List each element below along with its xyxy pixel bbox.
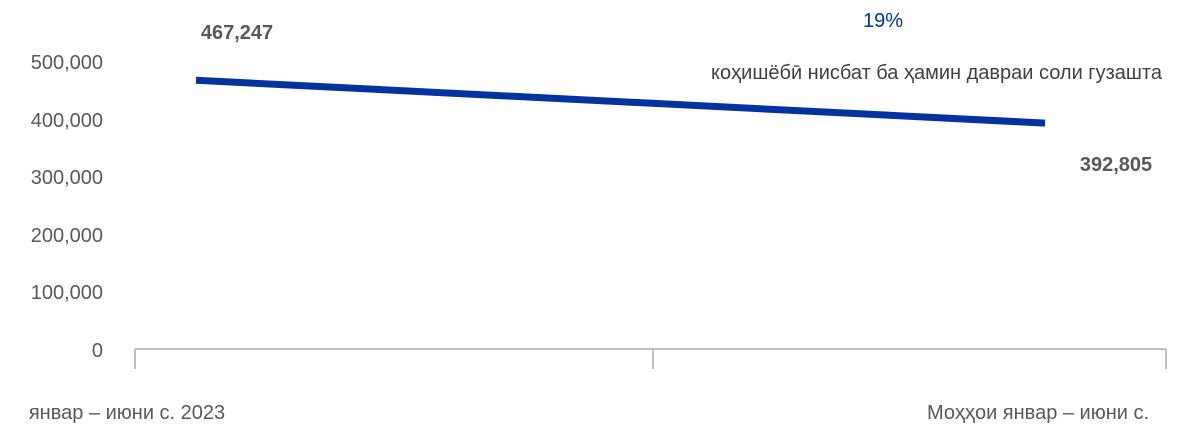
x-tick-label: Моҳҳои январ – июни с. [927, 402, 1149, 424]
series-line [195, 76, 1046, 127]
change-description: коҳишёбӣ нисбат ба ҳамин давраи соли гуз… [711, 62, 1163, 84]
y-tick-label: 400,000 [31, 110, 103, 132]
change-percent: 19% [863, 10, 903, 32]
x-axis: январ – июни с. 2023 Моҳҳои январ – июни… [29, 348, 1167, 424]
x-tick-label: январ – июни с. 2023 [29, 402, 225, 424]
y-tick-label: 300,000 [31, 167, 103, 189]
y-tick-label: 500,000 [31, 52, 103, 74]
change-annotation: 19% коҳишёбӣ нисбат ба ҳамин давраи соли… [711, 10, 1163, 84]
data-label: 467,247 [201, 22, 273, 44]
y-axis: 500,000 400,000 300,000 200,000 100,000 … [31, 52, 103, 362]
y-tick-label: 100,000 [31, 282, 103, 304]
y-tick-label: 0 [92, 340, 103, 362]
y-tick-label: 200,000 [31, 225, 103, 247]
data-label: 392,805 [1080, 154, 1152, 176]
